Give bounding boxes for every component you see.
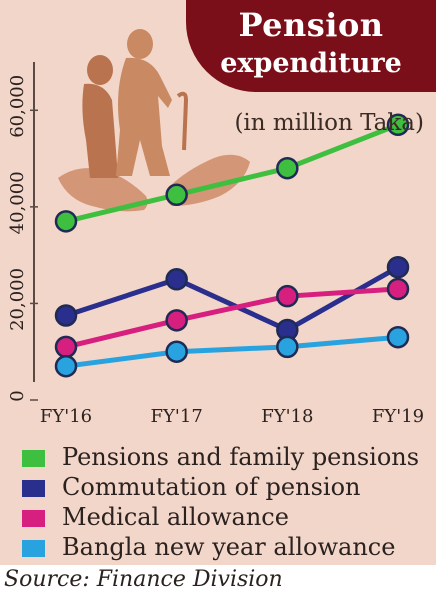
data-point	[386, 325, 410, 349]
legend-swatch	[22, 450, 45, 467]
walking-cane	[176, 91, 189, 151]
chart-subtitle: expenditure	[220, 48, 402, 79]
data-point	[386, 277, 410, 301]
x-tick-label: FY'19	[372, 406, 424, 427]
elder-man-body	[116, 57, 172, 177]
series-line-3	[65, 334, 399, 369]
series-lines	[65, 122, 400, 369]
legend-swatch	[22, 540, 45, 557]
y-axis: 0 20,000 40,000 60,000	[7, 62, 38, 402]
hands-left	[58, 168, 148, 212]
unit-note: (in million Taka)	[234, 110, 424, 136]
chart-panel	[0, 0, 436, 565]
legend-label: Medical allowance	[62, 503, 289, 531]
x-tick-label: FY'18	[261, 406, 313, 427]
data-point	[165, 268, 188, 291]
source-note: Source: Finance Division	[4, 567, 283, 592]
data-point	[276, 284, 299, 308]
line-chart: 0 20,000 40,000 60,000 FY'16 FY'17 FY'18 FY'19	[7, 29, 424, 427]
x-tick-label: FY'17	[151, 406, 203, 427]
data-point	[276, 335, 299, 359]
legend-label: Commutation of pension	[62, 473, 361, 501]
series-line-2	[65, 286, 399, 350]
title-badge: Pension expenditure	[186, 0, 436, 92]
data-point	[386, 113, 410, 137]
data-point	[165, 309, 188, 332]
legend-swatch	[22, 480, 45, 497]
data-point	[54, 335, 78, 359]
data-point	[276, 156, 299, 180]
series-line-1	[65, 265, 400, 333]
y-tick-label: 20,000	[7, 268, 28, 331]
y-tick-label: 0	[7, 390, 28, 401]
legend-swatch	[22, 510, 45, 527]
elder-woman-head	[87, 55, 113, 85]
x-axis: FY'16 FY'17 FY'18 FY'19	[40, 406, 424, 427]
data-point	[54, 354, 78, 378]
chart-title: Pension	[238, 6, 384, 44]
y-tick-label: 40,000	[7, 171, 28, 234]
data-point	[54, 210, 78, 233]
x-tick-label: FY'16	[40, 406, 92, 427]
elder-man-head	[127, 29, 153, 59]
series-points	[54, 113, 410, 378]
legend-label: Pensions and family pensions	[62, 443, 420, 471]
data-point	[165, 340, 188, 363]
series-line-0	[65, 122, 399, 224]
y-tick-label: 60,000	[7, 75, 28, 138]
data-point	[386, 255, 410, 279]
data-point	[165, 183, 188, 207]
elder-woman-body	[82, 83, 118, 178]
data-point	[54, 304, 78, 327]
legend-label: Bangla new year allowance	[62, 533, 396, 561]
